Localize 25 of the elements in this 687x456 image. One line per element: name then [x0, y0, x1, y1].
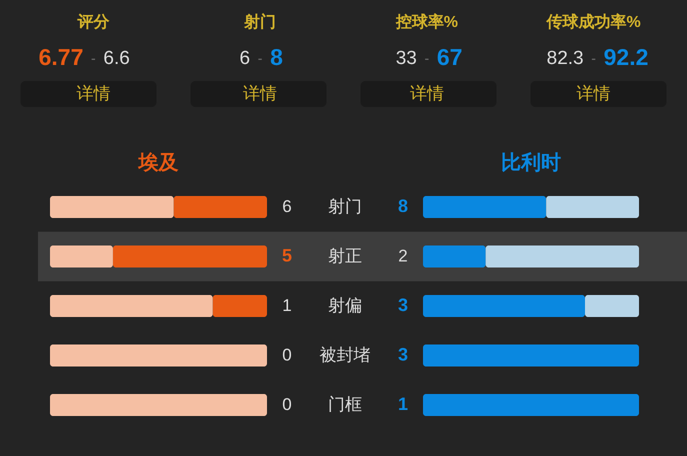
- text: -: [258, 50, 263, 66]
- data-label: 92.2: [604, 44, 648, 70]
- text: -: [91, 50, 96, 66]
- bar: [50, 196, 174, 218]
- data-label: 6.77: [38, 44, 84, 70]
- category-label: 射门: [243, 12, 276, 31]
- text: -: [591, 50, 596, 66]
- text: 详情: [576, 84, 611, 103]
- bar: [546, 196, 639, 218]
- bar: [174, 196, 267, 218]
- bar: [585, 295, 639, 317]
- category-label: 传球成功率%: [546, 12, 641, 31]
- bar: [50, 394, 267, 416]
- bar: [112, 246, 267, 268]
- data-label: 6: [240, 48, 250, 69]
- text: 详情: [243, 84, 278, 103]
- category-label: 控球率%: [394, 12, 458, 31]
- data-label: 6.6: [103, 48, 130, 69]
- bar: [50, 246, 113, 268]
- bar: [50, 295, 213, 317]
- series-label: 埃及: [138, 151, 178, 174]
- category-label: 评分: [76, 13, 110, 31]
- bar: [212, 295, 267, 317]
- text: 详情: [76, 84, 110, 103]
- bar: [50, 344, 267, 366]
